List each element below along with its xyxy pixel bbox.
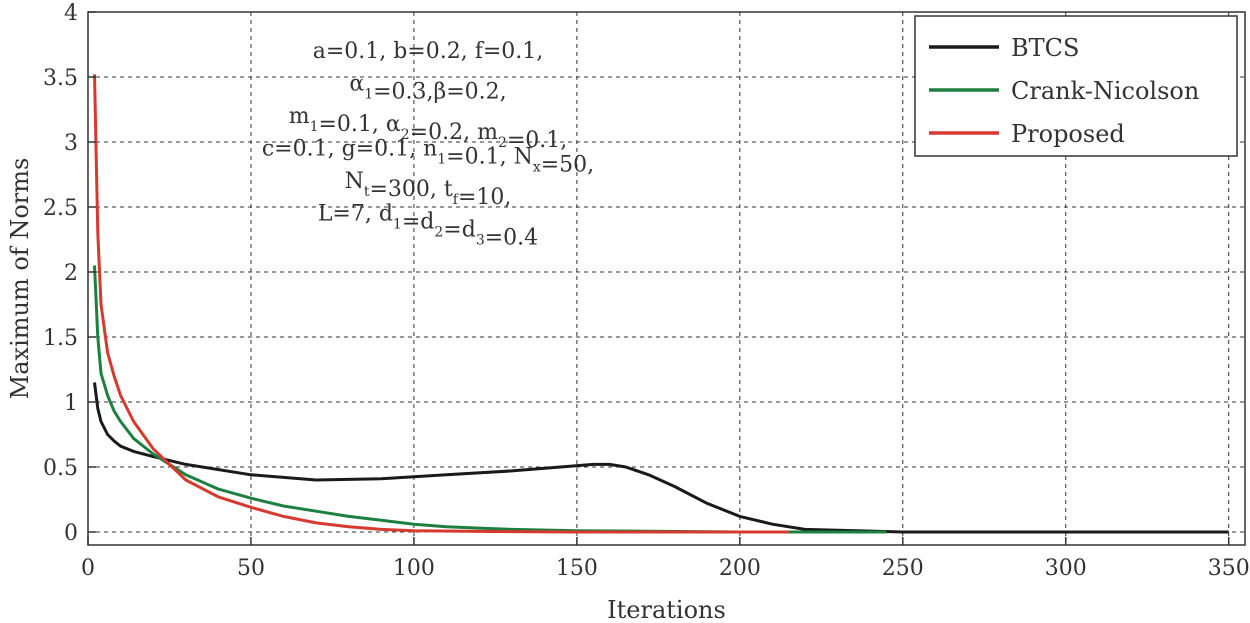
annotation-subscript: 3 <box>476 233 485 249</box>
annotation-line: m1=0.1, α2=0.2, m2=0.1, <box>289 104 568 153</box>
annotation-text: =50, <box>541 153 594 178</box>
x-tick-label: 200 <box>719 556 761 581</box>
annotation-text: c=0.1, g=0.1, n <box>262 137 437 162</box>
y-tick-label: 1 <box>64 391 78 416</box>
y-tick-label: 2.5 <box>43 196 78 221</box>
annotation-subscript: 2 <box>498 135 507 151</box>
x-tick-label: 300 <box>1045 556 1087 581</box>
annotation-subscript: t <box>364 184 370 200</box>
series-lines <box>93 74 1229 534</box>
annotation-text: =0.2, m <box>410 120 498 145</box>
annotation-text: m <box>289 104 310 129</box>
y-tick-label: 0 <box>64 521 78 546</box>
annotation-text: =0.4 <box>485 226 538 251</box>
annotation-line: a=0.1, b=0.2, f=0.1, <box>313 39 544 64</box>
annotation-subscript: 2 <box>401 127 410 143</box>
annotation-text: =d <box>443 218 476 243</box>
x-tick-label: 150 <box>556 556 598 581</box>
annotation-subscript: 2 <box>434 225 443 241</box>
axes <box>87 11 1246 546</box>
annotation-text: =0.1, α <box>318 112 400 137</box>
annotation-text: α <box>349 72 364 97</box>
series-line-proposed <box>93 74 789 534</box>
annotation-line: α1=0.3,β=0.2, <box>349 72 506 105</box>
annotation-subscript: 1 <box>364 87 373 103</box>
x-tick-label: 50 <box>237 556 265 581</box>
annotation-subscript: 1 <box>310 119 319 135</box>
annotation-text: =10, <box>458 185 511 210</box>
annotation-subscript: f <box>453 192 460 208</box>
legend-label: Crank-Nicolson <box>1011 77 1199 105</box>
x-tick-label: 350 <box>1208 556 1250 581</box>
annotation-text: =0.1, N <box>446 145 533 170</box>
annotation-subscript: 1 <box>437 152 446 168</box>
annotation-line: c=0.1, g=0.1, n1=0.1, Nx=50, <box>262 137 594 178</box>
y-tick-label: 3 <box>64 131 78 156</box>
series-line-crank-nicolson <box>93 265 887 534</box>
legend-label: Proposed <box>1011 120 1125 148</box>
annotation-line: Nt=300, tf=10, <box>345 169 512 210</box>
x-tick-label: 250 <box>882 556 924 581</box>
annotation-text: =0.3,β=0.2, <box>373 80 507 105</box>
x-tick-label: 0 <box>81 556 95 581</box>
x-axis-label: Iterations <box>607 596 726 623</box>
annotation-line: L=7, d1=d2=d3=0.4 <box>318 202 538 251</box>
annotation-text: =d <box>402 210 435 235</box>
annotation-subscript: x <box>533 160 541 176</box>
y-tick-label: 2 <box>64 261 78 286</box>
y-tick-label: 1.5 <box>43 326 78 351</box>
annotation-text: =0.1, <box>507 128 567 153</box>
annotation-subscript: 1 <box>393 217 402 233</box>
y-axis-label: Maximum of Norms <box>6 158 34 400</box>
y-tick-label: 4 <box>64 1 78 26</box>
tick-labels: 0 50 100 150 200 250 300 350 0 0.5 1 1.5 2 2.5 3 3.5 4 <box>43 1 1250 581</box>
plot-frame <box>87 11 1246 546</box>
annotation-text: a=0.1, b=0.2, f=0.1, <box>313 39 544 64</box>
annotation-text: L=7, d <box>318 202 393 227</box>
x-tick-label: 100 <box>393 556 435 581</box>
annotation-text: N <box>345 169 364 194</box>
legend[interactable]: BTCS Crank-Nicolson Proposed <box>914 15 1238 157</box>
annotation-text: =300, t <box>370 177 453 202</box>
y-tick-label: 0.5 <box>43 456 78 481</box>
parameter-annotation: a=0.1, b=0.2, f=0.1,α1=0.3,β=0.2,m1=0.1,… <box>262 39 594 251</box>
y-tick-label: 3.5 <box>43 66 78 91</box>
legend-label: BTCS <box>1011 34 1079 62</box>
series-line-btcs <box>93 382 1229 534</box>
